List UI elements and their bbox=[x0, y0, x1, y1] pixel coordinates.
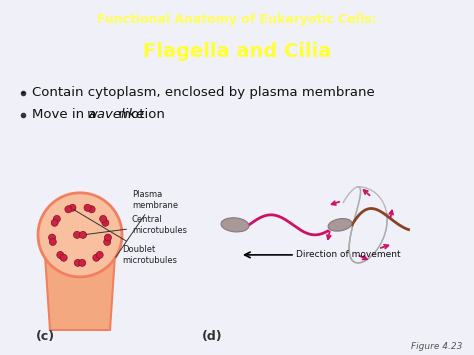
Circle shape bbox=[84, 204, 91, 211]
Circle shape bbox=[38, 193, 122, 277]
Circle shape bbox=[73, 231, 81, 238]
Circle shape bbox=[102, 219, 109, 226]
Text: Direction of movement: Direction of movement bbox=[296, 250, 401, 260]
Text: Contain cytoplasm, enclosed by plasma membrane: Contain cytoplasm, enclosed by plasma me… bbox=[32, 86, 375, 99]
Circle shape bbox=[104, 234, 111, 241]
Circle shape bbox=[60, 254, 67, 261]
Circle shape bbox=[49, 239, 56, 245]
Circle shape bbox=[65, 206, 72, 213]
Text: (c): (c) bbox=[36, 331, 55, 344]
Circle shape bbox=[104, 239, 111, 245]
Polygon shape bbox=[44, 240, 116, 330]
Circle shape bbox=[69, 204, 76, 211]
Text: motion: motion bbox=[114, 108, 165, 121]
Text: Figure 4.23: Figure 4.23 bbox=[410, 343, 462, 351]
Text: Central
microtubules: Central microtubules bbox=[86, 215, 187, 235]
Text: Doublet
microtubules: Doublet microtubules bbox=[74, 210, 177, 264]
Text: wavelike: wavelike bbox=[87, 108, 145, 121]
Circle shape bbox=[79, 260, 86, 266]
Circle shape bbox=[93, 254, 100, 261]
Circle shape bbox=[88, 206, 95, 213]
Ellipse shape bbox=[221, 218, 249, 232]
Circle shape bbox=[48, 234, 55, 241]
Ellipse shape bbox=[328, 219, 352, 231]
Text: Functional Anatomy of Eukaryotic Cells:: Functional Anatomy of Eukaryotic Cells: bbox=[97, 13, 377, 26]
Text: (d): (d) bbox=[202, 331, 222, 344]
Circle shape bbox=[74, 260, 82, 266]
Text: Move in a: Move in a bbox=[32, 108, 101, 121]
Text: Plasma
membrane: Plasma membrane bbox=[116, 190, 178, 257]
Circle shape bbox=[51, 219, 58, 226]
Circle shape bbox=[54, 215, 60, 223]
Circle shape bbox=[57, 251, 64, 258]
Text: Flagella and Cilia: Flagella and Cilia bbox=[143, 42, 331, 61]
Circle shape bbox=[80, 231, 86, 238]
Circle shape bbox=[100, 215, 107, 223]
Circle shape bbox=[96, 251, 103, 258]
